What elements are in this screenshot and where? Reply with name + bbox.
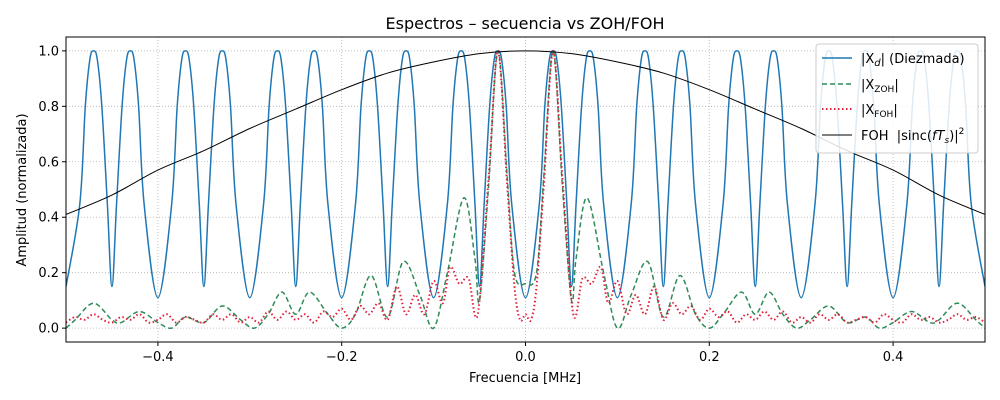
y-tick-label: 0.4 [38, 211, 59, 226]
legend-box [815, 43, 979, 154]
x-tick-label: −0.4 [142, 350, 174, 365]
x-ticks: −0.4 −0.2 0.0 0.2 0.4 [142, 342, 903, 365]
y-tick-label: 1.0 [38, 44, 59, 59]
legend-label-zoh: |XZOH| [861, 78, 899, 95]
x-axis-label: Frecuencia [MHz] [469, 371, 581, 386]
y-ticks: 0.0 0.2 0.4 0.6 0.8 1.0 [38, 44, 66, 337]
x-tick-label: 0.0 [515, 350, 536, 365]
legend-label-xd: |Xd| (Diezmada) [861, 52, 965, 69]
chart-title: Espectros – secuencia vs ZOH/FOH [386, 14, 665, 33]
series-zoh-line [66, 50, 985, 330]
legend-label-sinc: FOH |sinc(fTs)|2 [861, 127, 964, 146]
y-tick-label: 0.2 [38, 266, 59, 281]
legend: |Xd| (Diezmada) |XZOH| |XFOH| FOH |sinc(… [815, 43, 979, 154]
x-tick-label: −0.2 [326, 350, 358, 365]
y-tick-label: 0.0 [38, 322, 59, 337]
y-axis-label: Amplitud (normalizada) [15, 113, 30, 266]
x-tick-label: 0.4 [883, 350, 904, 365]
legend-label-foh: |XFOH| [861, 103, 898, 120]
y-tick-label: 0.6 [38, 155, 59, 170]
y-tick-label: 0.8 [38, 100, 59, 115]
series-foh-line [66, 49, 985, 324]
x-tick-label: 0.2 [699, 350, 720, 365]
